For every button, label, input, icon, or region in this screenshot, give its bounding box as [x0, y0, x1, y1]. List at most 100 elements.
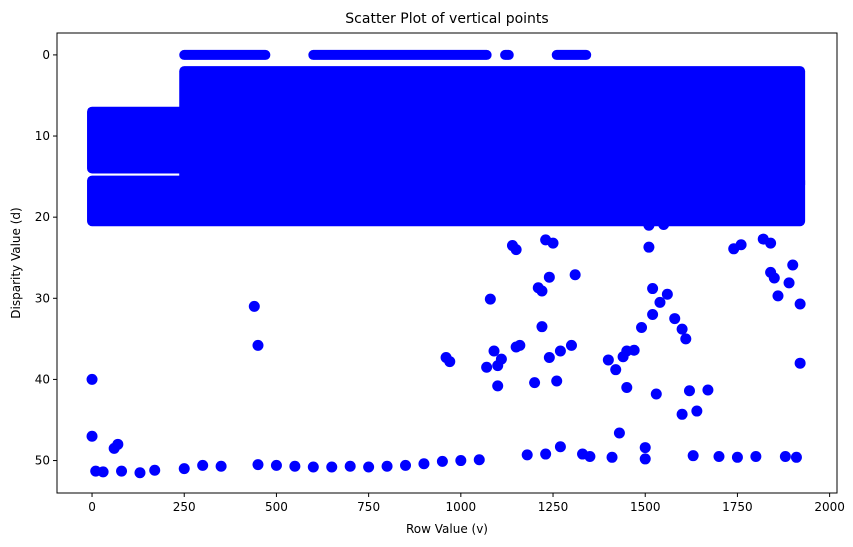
x-axis-label: Row Value (v)	[406, 522, 488, 536]
data-point	[683, 385, 695, 397]
plot-area	[86, 49, 806, 479]
data-point	[643, 241, 655, 253]
dense-point-region	[87, 175, 806, 227]
data-point	[86, 430, 98, 442]
x-tick-label: 500	[265, 500, 288, 514]
data-point	[765, 237, 777, 249]
data-point	[610, 364, 622, 376]
dense-point-region	[551, 49, 592, 60]
data-point	[680, 333, 692, 345]
data-point	[639, 453, 651, 465]
data-point	[547, 237, 559, 249]
x-tick-label: 250	[173, 500, 196, 514]
data-point	[252, 459, 264, 471]
dense-point-region	[87, 106, 190, 174]
y-axis-label: Disparity Value (d)	[9, 207, 23, 318]
data-point	[794, 298, 806, 310]
chart-title: Scatter Plot of vertical points	[345, 11, 548, 27]
data-point	[381, 460, 393, 472]
x-tick-label: 1000	[446, 500, 477, 514]
x-tick-label: 1750	[722, 500, 753, 514]
plot-frame	[56, 32, 838, 494]
data-point	[270, 459, 282, 471]
data-point	[363, 461, 375, 473]
data-point	[731, 451, 743, 463]
data-point	[540, 448, 552, 460]
data-point	[643, 219, 655, 231]
data-point	[790, 451, 802, 463]
data-point	[628, 344, 640, 356]
dense-point-region	[179, 49, 271, 60]
data-point	[444, 356, 456, 368]
y-tick-label: 30	[35, 291, 50, 305]
data-point	[702, 384, 714, 396]
data-point	[86, 373, 98, 385]
y-tick-label: 40	[35, 372, 50, 386]
data-point	[252, 339, 264, 351]
data-point	[650, 388, 662, 400]
data-point	[484, 293, 496, 305]
data-point	[554, 441, 566, 453]
x-tick-label: 1250	[538, 500, 569, 514]
data-point	[344, 460, 356, 472]
data-point	[584, 450, 596, 462]
data-point	[149, 464, 161, 476]
y-tick-label: 0	[42, 48, 50, 62]
data-point	[248, 300, 260, 312]
data-point	[606, 451, 618, 463]
data-point	[636, 321, 648, 333]
data-point	[772, 290, 784, 302]
data-point	[436, 455, 448, 467]
data-point	[97, 466, 109, 478]
data-point	[514, 339, 526, 351]
data-point	[289, 460, 301, 472]
data-point	[215, 460, 227, 472]
dense-point-region	[308, 49, 492, 60]
data-point	[326, 461, 338, 473]
data-point	[400, 459, 412, 471]
data-point	[536, 285, 548, 297]
data-point	[495, 353, 507, 365]
y-axis: 0 10 20 30 40 50	[35, 48, 57, 468]
data-point	[492, 380, 504, 392]
data-point	[602, 354, 614, 366]
data-point	[116, 465, 128, 477]
dense-point-region	[500, 49, 514, 60]
data-point	[488, 345, 500, 357]
data-point	[794, 357, 806, 369]
data-point	[691, 405, 703, 417]
x-tick-label: 750	[357, 500, 380, 514]
x-tick-label: 1500	[630, 500, 661, 514]
data-point	[455, 455, 467, 467]
data-point	[676, 408, 688, 420]
dense-point-region	[179, 66, 806, 190]
data-point	[565, 339, 577, 351]
y-tick-label: 10	[35, 129, 50, 143]
data-point	[787, 259, 799, 271]
data-point	[768, 272, 780, 284]
data-point	[543, 271, 555, 283]
data-point	[178, 463, 190, 475]
y-tick-label: 50	[35, 454, 50, 468]
data-point	[613, 427, 625, 439]
data-point	[647, 283, 659, 295]
data-point	[529, 377, 541, 389]
data-point	[112, 438, 124, 450]
data-point	[473, 454, 485, 466]
x-axis: 0 250 500 750 1000 1250 1500 1750 2000	[88, 493, 845, 514]
data-point	[713, 450, 725, 462]
data-point	[658, 218, 670, 230]
data-point	[735, 239, 747, 251]
data-point	[134, 467, 146, 479]
data-point	[783, 277, 795, 289]
data-point	[654, 296, 666, 308]
y-tick-label: 20	[35, 210, 50, 224]
data-point	[669, 313, 681, 325]
data-point	[551, 375, 563, 387]
data-point	[676, 323, 688, 335]
x-tick-label: 0	[88, 500, 96, 514]
data-point	[647, 309, 659, 321]
data-point	[621, 382, 633, 394]
data-point	[307, 461, 319, 473]
